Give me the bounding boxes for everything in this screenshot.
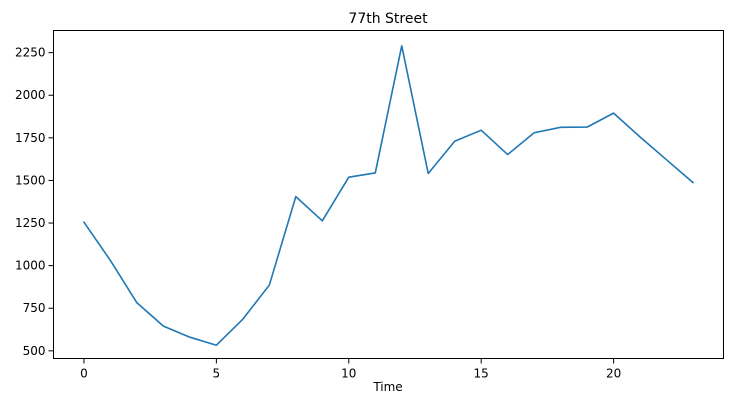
series-line <box>83 45 694 347</box>
y-axis: 500 750 1000 1250 1500 1750 2000 2250 <box>15 46 54 358</box>
y-tick-label: 2000 <box>15 88 46 102</box>
y-tick-label: 1500 <box>15 173 46 187</box>
chart-title: 77th Street <box>348 11 428 27</box>
x-tick-label: 5 <box>213 367 221 381</box>
series-layer <box>83 45 694 347</box>
y-tick-label: 2250 <box>15 46 46 60</box>
x-tick-label: 15 <box>474 367 489 381</box>
y-tick-label: 1250 <box>15 216 46 230</box>
x-axis-label: Time <box>372 380 402 394</box>
x-tick-label: 10 <box>341 367 356 381</box>
y-tick-label: 750 <box>23 301 46 315</box>
plot-area-frame <box>53 30 724 359</box>
x-tick-label: 0 <box>80 367 88 381</box>
y-tick-label: 1750 <box>15 131 46 145</box>
y-tick-label: 1000 <box>15 259 46 273</box>
y-tick-label: 500 <box>23 344 46 358</box>
x-tick-label: 20 <box>606 367 621 381</box>
x-axis: 0 5 10 15 20 <box>80 358 621 381</box>
